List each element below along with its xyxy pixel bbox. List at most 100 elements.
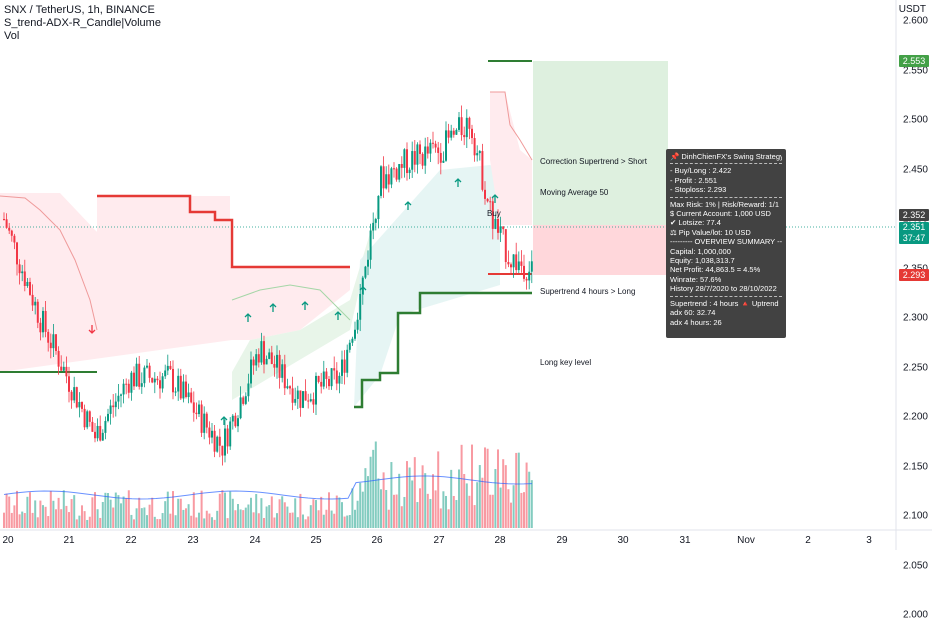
volume-bar <box>364 468 367 528</box>
candle-body <box>260 341 263 363</box>
volume-bar <box>127 490 130 528</box>
volume-bar <box>148 504 151 528</box>
volume-bar <box>517 452 520 528</box>
volume-bar <box>333 513 336 528</box>
volume-bar <box>309 505 312 528</box>
candle-body <box>367 259 369 267</box>
volume-bar <box>107 493 109 528</box>
candle-body <box>156 378 159 381</box>
volume-bar <box>515 452 518 528</box>
volume-bar <box>49 490 52 528</box>
candle-body <box>169 365 172 369</box>
candle-body <box>434 143 437 148</box>
volume-bar <box>8 496 11 528</box>
candle-body <box>421 153 424 166</box>
indicator-title[interactable]: S_trend-ADX-R_Candle|Volume <box>4 17 161 29</box>
volume-bar <box>62 490 65 528</box>
candle-body <box>512 254 515 268</box>
candle-body <box>374 219 377 223</box>
candle-body <box>325 371 328 379</box>
volume-bar <box>528 471 531 528</box>
volume-title[interactable]: Vol <box>4 30 20 42</box>
candle-body <box>507 262 510 265</box>
volume-bar <box>252 512 255 528</box>
candle-body <box>335 370 338 384</box>
net-profit-value: Net Profit: 44,863.5 = 4.5% <box>670 265 761 275</box>
candle-body <box>31 294 34 306</box>
volume-bar <box>304 519 307 528</box>
volume-bar <box>278 499 281 528</box>
time-axis-tick: 30 <box>617 535 629 546</box>
time-axis-tick: 24 <box>249 535 261 546</box>
volume-bar <box>226 518 229 528</box>
volume-ma-line <box>3 475 533 500</box>
volume-bar <box>117 495 120 528</box>
candle-body <box>439 152 442 163</box>
supertrend-down-zone <box>490 92 532 225</box>
buy-signal-arrow <box>334 311 342 320</box>
candle-body <box>190 392 193 403</box>
volume-bar <box>244 507 247 528</box>
volume-bar <box>242 510 245 528</box>
candle-body <box>263 341 265 365</box>
candle-body <box>408 169 411 174</box>
candle-body <box>200 404 203 433</box>
candle-body <box>224 428 226 456</box>
volume-bar <box>510 502 512 528</box>
candle-body <box>208 427 211 438</box>
volume-bar <box>73 495 76 528</box>
candle-body <box>429 142 432 154</box>
candle-body <box>351 338 354 343</box>
candle-body <box>382 166 385 189</box>
candle-body <box>502 226 505 230</box>
volume-bar <box>234 510 237 528</box>
volume-bar <box>185 508 187 528</box>
candle-body <box>393 168 395 170</box>
candle-body <box>146 365 148 368</box>
candle-body <box>481 151 484 190</box>
volume-bar <box>153 516 156 528</box>
candle-body <box>244 396 247 404</box>
candle-body <box>166 365 169 371</box>
volume-bar <box>60 509 63 528</box>
volume-bar <box>322 514 325 528</box>
candle-body <box>255 354 258 366</box>
candle-body <box>211 430 213 438</box>
buy-signal-arrow <box>404 201 412 210</box>
volume-bar <box>296 517 299 528</box>
candle-body <box>406 149 408 174</box>
candle-body <box>73 387 76 401</box>
candle-body <box>416 144 419 165</box>
candle-body <box>127 383 130 393</box>
candle-body <box>91 421 94 432</box>
candle-body <box>494 219 497 229</box>
price-chart[interactable] <box>0 0 932 550</box>
ma50-label: Moving Average 50 <box>540 188 609 197</box>
volume-bar <box>307 516 310 528</box>
candle-body <box>299 390 302 408</box>
volume-bar <box>198 512 200 528</box>
candle-body <box>83 408 86 428</box>
buy-label: Buy <box>487 209 501 218</box>
candle-body <box>361 277 364 294</box>
volume-bar <box>372 449 375 528</box>
volume-bar <box>289 512 291 528</box>
candle-body <box>432 142 434 144</box>
volume-bar <box>260 498 263 528</box>
time-axis-tick: 25 <box>310 535 322 546</box>
time-axis-tick: Nov <box>737 535 755 546</box>
stop-zone <box>533 225 668 275</box>
candle-body <box>359 293 362 320</box>
candle-body <box>247 383 250 397</box>
volume-bar <box>101 501 104 528</box>
volume-bar <box>317 510 320 528</box>
candle-body <box>213 430 216 452</box>
currency-unit: USDT <box>898 4 926 15</box>
candle-body <box>60 366 63 371</box>
volume-bar <box>239 509 242 528</box>
volume-bar <box>112 507 115 528</box>
candle-body <box>525 278 528 281</box>
candle-body <box>296 390 299 399</box>
candle-body <box>315 375 317 405</box>
candle-body <box>195 412 198 415</box>
